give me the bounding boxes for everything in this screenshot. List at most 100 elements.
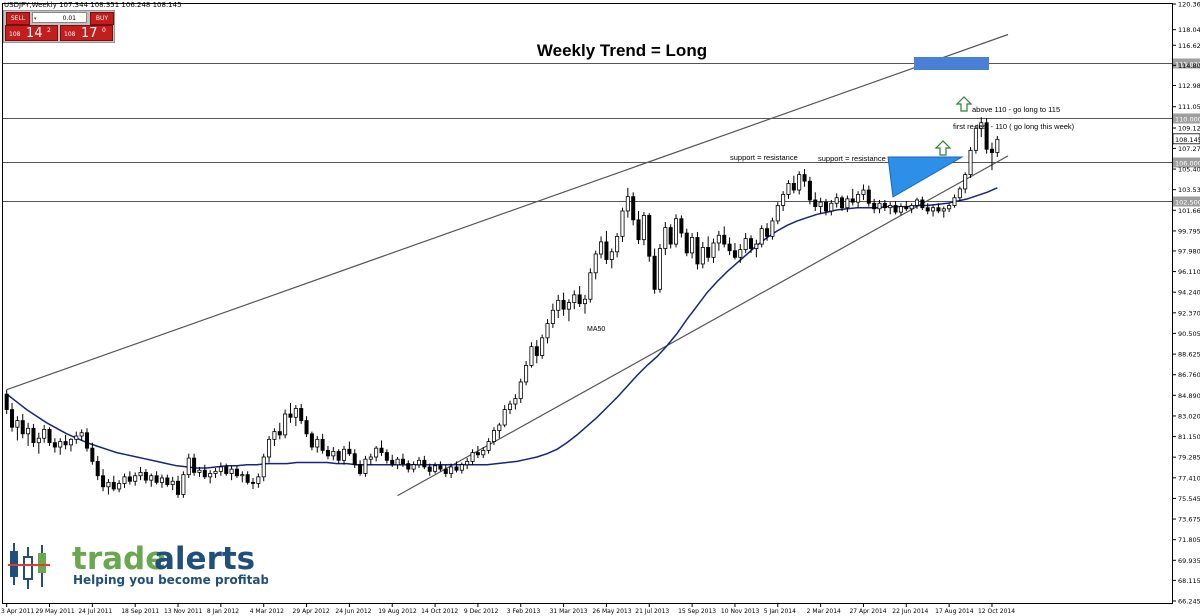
candle-body bbox=[331, 451, 336, 457]
candle-body bbox=[732, 250, 737, 258]
candle bbox=[679, 215, 684, 238]
candle bbox=[149, 473, 154, 487]
candle-body bbox=[459, 464, 464, 471]
candle-body bbox=[122, 476, 127, 484]
bid-price[interactable]: 108 14 2 bbox=[5, 25, 58, 41]
candle-body bbox=[181, 474, 186, 495]
candle-body bbox=[759, 228, 764, 245]
candle-body bbox=[272, 431, 277, 440]
sell-button[interactable]: SELL bbox=[6, 12, 30, 25]
candle-body bbox=[502, 409, 507, 426]
candle-body bbox=[299, 408, 304, 421]
candle bbox=[454, 461, 459, 473]
candle-body bbox=[695, 237, 700, 265]
candle bbox=[224, 463, 229, 476]
candle-body bbox=[400, 458, 405, 465]
candle-body bbox=[229, 468, 234, 474]
candle-body bbox=[786, 183, 791, 195]
candle bbox=[834, 193, 839, 208]
candle bbox=[936, 203, 941, 214]
candle bbox=[245, 471, 250, 485]
candle bbox=[379, 440, 384, 456]
candle-body bbox=[74, 435, 79, 440]
candle bbox=[914, 197, 920, 209]
candle bbox=[491, 427, 496, 445]
y-tick-label: 92.370 bbox=[1178, 309, 1200, 317]
lot-size-input[interactable]: ▾ 0.01 bbox=[32, 12, 87, 23]
x-tick-label: 18 Sep 2011 bbox=[121, 608, 159, 615]
candle-body bbox=[438, 465, 443, 470]
candle-body bbox=[213, 470, 218, 474]
candle bbox=[797, 171, 802, 195]
candle-body bbox=[47, 429, 52, 444]
candle bbox=[625, 187, 630, 218]
candle bbox=[979, 117, 984, 138]
spinner-icon[interactable]: ▾ bbox=[34, 16, 37, 22]
candle bbox=[989, 142, 994, 171]
level-price-flag bbox=[1173, 196, 1200, 207]
candle-body bbox=[513, 398, 518, 405]
candle bbox=[652, 248, 657, 294]
candle bbox=[727, 237, 732, 256]
candle-body bbox=[679, 218, 684, 234]
candle-body bbox=[984, 122, 989, 150]
candle-body bbox=[797, 174, 802, 191]
candle bbox=[968, 147, 973, 178]
candle-body bbox=[754, 243, 759, 249]
y-tick-label: 90.505 bbox=[1178, 330, 1200, 338]
candle-body bbox=[979, 122, 984, 129]
candle-body bbox=[572, 294, 577, 303]
y-tick-label: 83.020 bbox=[1178, 412, 1200, 420]
y-tick-label: 99.795 bbox=[1178, 227, 1200, 235]
target-box bbox=[914, 57, 989, 70]
candle-body bbox=[620, 210, 625, 237]
x-tick-label: 2 Mar 2014 bbox=[807, 608, 841, 615]
candle-body bbox=[481, 449, 486, 456]
ask-price[interactable]: 108 17 0 bbox=[60, 25, 113, 41]
candle bbox=[26, 422, 31, 446]
candle bbox=[170, 476, 175, 491]
candle bbox=[36, 432, 41, 454]
candle-body bbox=[63, 441, 68, 446]
candle bbox=[572, 290, 577, 310]
candle-body bbox=[722, 234, 727, 245]
candle-body bbox=[550, 309, 555, 324]
candle bbox=[208, 470, 213, 484]
candle-body bbox=[31, 427, 36, 444]
candle bbox=[802, 169, 807, 187]
candle bbox=[106, 479, 111, 495]
candle bbox=[288, 402, 293, 423]
candle bbox=[754, 239, 759, 258]
candle-body bbox=[652, 255, 657, 290]
x-tick-label: 10 Nov 2013 bbox=[721, 608, 760, 615]
candle bbox=[577, 286, 582, 307]
x-tick-label: 13 Nov 2011 bbox=[164, 608, 203, 615]
buy-button[interactable]: BUY bbox=[90, 12, 114, 25]
candle-body bbox=[159, 477, 164, 483]
up-arrow-icon bbox=[955, 96, 973, 112]
candle bbox=[663, 222, 668, 256]
tradealerts-logo: trade alerts Helping you become profitab… bbox=[6, 537, 268, 592]
candle bbox=[845, 195, 850, 213]
candle-body bbox=[358, 464, 363, 474]
candle-body bbox=[540, 337, 545, 356]
candle-body bbox=[936, 207, 941, 212]
candle-body bbox=[170, 480, 175, 485]
candle-body bbox=[706, 246, 711, 258]
candle bbox=[566, 299, 571, 322]
candle-body bbox=[26, 427, 31, 435]
candle-body bbox=[234, 468, 239, 477]
candle-body bbox=[42, 429, 47, 439]
current-price-flag bbox=[1172, 133, 1200, 145]
candle bbox=[111, 475, 116, 492]
candle-body bbox=[176, 480, 181, 495]
x-tick-label: 9 Dec 2012 bbox=[464, 608, 499, 615]
candle-body bbox=[518, 381, 523, 399]
candle bbox=[700, 241, 705, 269]
candle bbox=[449, 463, 454, 478]
candle-body bbox=[529, 346, 534, 366]
candle-body bbox=[138, 472, 143, 477]
candle bbox=[202, 464, 207, 480]
x-tick-label: 29 May 2011 bbox=[36, 608, 75, 615]
